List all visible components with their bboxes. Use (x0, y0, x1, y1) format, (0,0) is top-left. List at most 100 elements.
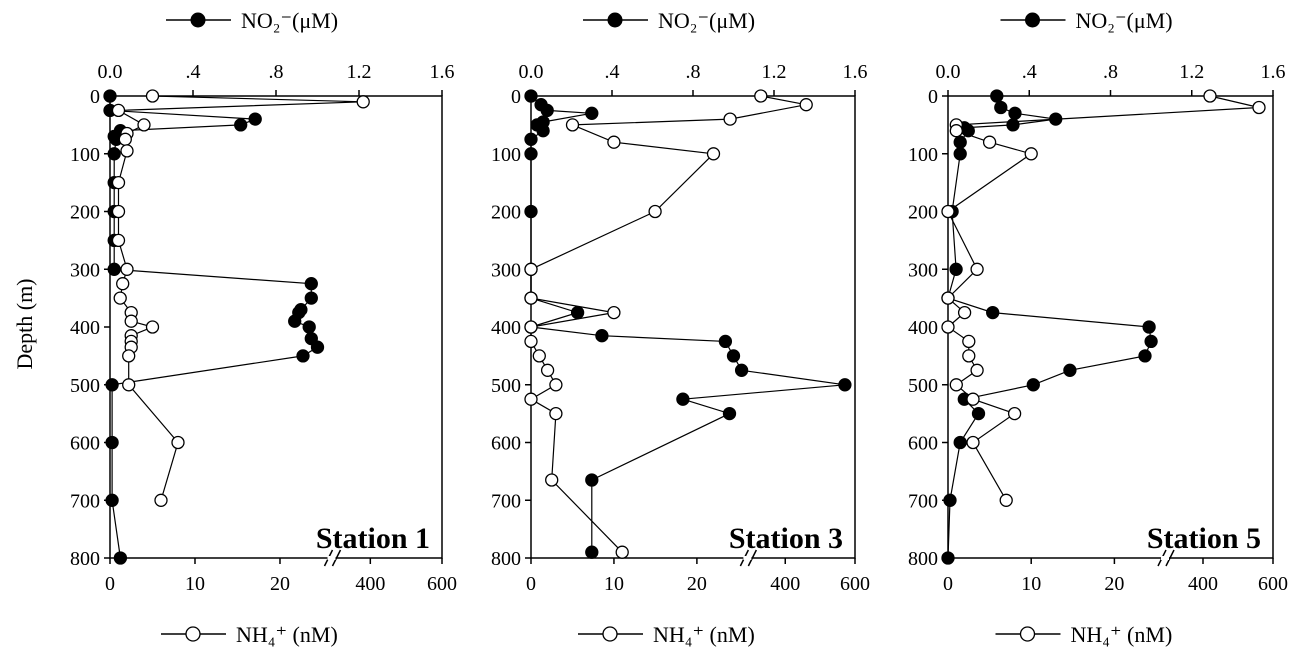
nh4-point (957, 305, 972, 320)
legend-no2: NO₂⁻(μM) (166, 8, 338, 33)
nh4-point (1203, 89, 1217, 103)
no2-point (1063, 363, 1077, 377)
nh4-point (999, 493, 1013, 507)
axis-break-mark (1165, 549, 1175, 567)
legend-nh4-label: NH₄⁺ (nM) (653, 622, 755, 647)
nh4-point (524, 320, 538, 334)
nh4-point (549, 406, 563, 421)
nh4-point (970, 262, 984, 276)
no2-point (105, 435, 119, 450)
axis-break-gap (327, 556, 336, 560)
nh4-point (116, 277, 130, 291)
y-axis-title: Depth (m) (12, 278, 37, 369)
y-tick-label: 800 (491, 548, 521, 570)
legend-no2: NO₂⁻(μM) (583, 8, 755, 33)
nh4-point (111, 204, 126, 219)
nh4-point (111, 175, 126, 190)
nh4-point (524, 291, 538, 305)
no2-point (595, 329, 609, 343)
nh4-point (962, 334, 976, 349)
station-label: Station 3 (729, 522, 843, 555)
no2-point (585, 545, 599, 559)
no2-point (524, 204, 538, 219)
nh4-point (120, 262, 134, 276)
nh4-point (111, 103, 126, 118)
no2-point (1026, 378, 1040, 392)
y-tick-label: 400 (908, 317, 938, 339)
no2-point (105, 378, 119, 392)
nh4-point (145, 89, 160, 103)
bottom-tick-label: 400 (1188, 573, 1218, 595)
no2-point (953, 135, 967, 149)
nh4-point (970, 363, 984, 377)
nh4-point (113, 291, 127, 305)
nh4-point (154, 493, 168, 507)
y-tick-label: 200 (908, 202, 938, 224)
legend-top: NO₂⁻(μM) NO₂⁻(μM) NO₂⁻(μM) (166, 8, 1173, 33)
no2-point (105, 493, 119, 507)
nh4-series-line (116, 95, 364, 501)
bottom-tick-label: 10 (1021, 573, 1041, 595)
y-tick-label: 800 (908, 548, 938, 570)
no2-point (1008, 106, 1022, 120)
no2-point (943, 493, 957, 507)
top-tick-label: 0.0 (519, 61, 544, 83)
no2-series-line (947, 95, 1152, 559)
no2-point (107, 147, 121, 161)
legend-no2-label: NO₂⁻(μM) (658, 8, 755, 33)
axis-break-mark (331, 549, 342, 567)
y-tick-label: 700 (70, 490, 100, 512)
nh4-point (524, 392, 538, 406)
no2-point (953, 435, 967, 450)
axis-break-mark (747, 549, 758, 567)
no2-point (953, 147, 967, 161)
y-tick-label: 600 (908, 433, 938, 455)
bottom-tick-label: 0 (943, 573, 953, 595)
nh4-point (120, 144, 134, 158)
nh4-series-line (529, 95, 807, 553)
no2-point (570, 305, 585, 320)
bottom-tick-label: 20 (687, 573, 707, 595)
nh4-point (145, 320, 160, 334)
no2-series-line (109, 96, 319, 559)
no2-point (234, 118, 248, 132)
top-tick-label: .8 (269, 61, 284, 83)
legend-nh4-marker (602, 626, 618, 642)
legend-nh4-label: NH₄⁺ (nM) (1071, 622, 1173, 647)
bottom-tick-label: 10 (604, 573, 624, 595)
top-tick-label: 1.6 (430, 61, 455, 83)
y-tick-label: 100 (491, 144, 521, 166)
top-tick-label: .8 (1103, 61, 1118, 83)
top-tick-label: .4 (1022, 61, 1037, 83)
top-tick-label: .4 (186, 61, 201, 83)
nh4-point (723, 112, 737, 126)
legend-nh4: NH₄⁺ (nM) (578, 622, 755, 647)
y-tick-label: 700 (491, 490, 521, 512)
nh4-point (949, 378, 963, 392)
legend-no2-marker (1025, 12, 1040, 28)
bottom-tick-label: 20 (1104, 573, 1124, 595)
no2-point (722, 406, 737, 421)
no2-point (1144, 334, 1158, 349)
nh4-point (941, 291, 955, 305)
nh4-series-line (947, 95, 1260, 501)
nh4-point (754, 89, 768, 103)
no2-point (248, 112, 262, 126)
y-tick-label: 400 (491, 317, 521, 339)
y-tick-label: 200 (491, 202, 521, 224)
top-tick-label: 1.2 (1179, 61, 1204, 83)
station-label: Station 5 (1147, 522, 1261, 555)
top-tick-label: 1.6 (843, 61, 868, 83)
plot-frame (530, 95, 856, 559)
nh4-point (607, 305, 621, 320)
y-tick-label: 500 (908, 375, 938, 397)
y-tick-label: 300 (491, 259, 521, 281)
no2-point (718, 334, 733, 349)
no2-point (524, 132, 538, 146)
station-label: Station 1 (316, 522, 430, 555)
plot-frame (947, 95, 1274, 559)
legend-no2-marker (607, 12, 623, 28)
y-tick-label: 200 (70, 202, 100, 224)
